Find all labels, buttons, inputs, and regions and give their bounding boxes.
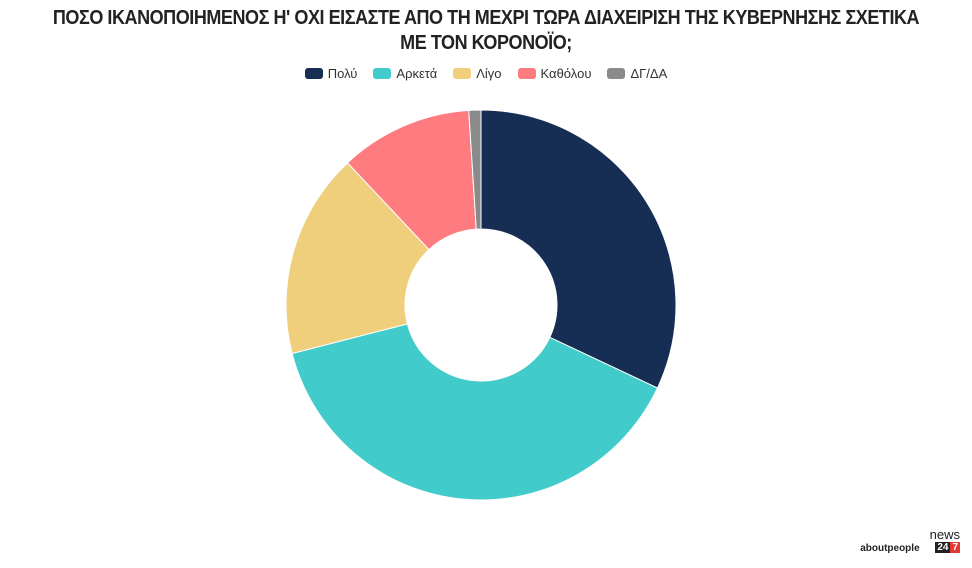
chart-title: ΠΟΣΟ ΙΚΑΝΟΠΟΙΗΜΕΝΟΣ Η' ΟΧΙ ΕΙΣΑΣΤΕ ΑΠΟ Τ… [52, 7, 920, 54]
legend: Πολύ Αρκετά Λίγο Καθόλου ΔΓ/ΔΑ [0, 66, 972, 81]
logos: aboutpeople news 24 7 [860, 528, 960, 554]
legend-item[interactable]: ΔΓ/ΔΑ [607, 66, 667, 81]
legend-label: Λίγο [476, 66, 502, 81]
donut-slice [480, 109, 677, 389]
legend-swatch [373, 68, 392, 79]
logo-num: 24 [935, 542, 951, 553]
legend-item[interactable]: Λίγο [453, 66, 502, 81]
legend-swatch [453, 68, 472, 79]
donut-slice [285, 162, 430, 355]
legend-item[interactable]: Πολύ [304, 66, 358, 81]
legend-label: Πολύ [327, 66, 358, 81]
legend-item[interactable]: Αρκετά [373, 66, 437, 81]
logo-num: 7 [950, 542, 960, 553]
legend-swatch [304, 68, 323, 79]
legend-item[interactable]: Καθόλου [517, 66, 592, 81]
logo-word: news [929, 527, 960, 542]
legend-label: Αρκετά [396, 66, 438, 81]
logo-text: aboutpeople [860, 543, 920, 554]
logo-news247: news 24 7 [930, 528, 960, 554]
legend-label: Καθόλου [540, 66, 592, 81]
legend-label: ΔΓ/ΔΑ [630, 66, 668, 81]
donut-slice [291, 323, 659, 501]
logo-aboutpeople: aboutpeople [860, 543, 919, 554]
legend-swatch [607, 68, 626, 79]
donut-slice [468, 109, 482, 230]
legend-swatch [517, 68, 536, 79]
